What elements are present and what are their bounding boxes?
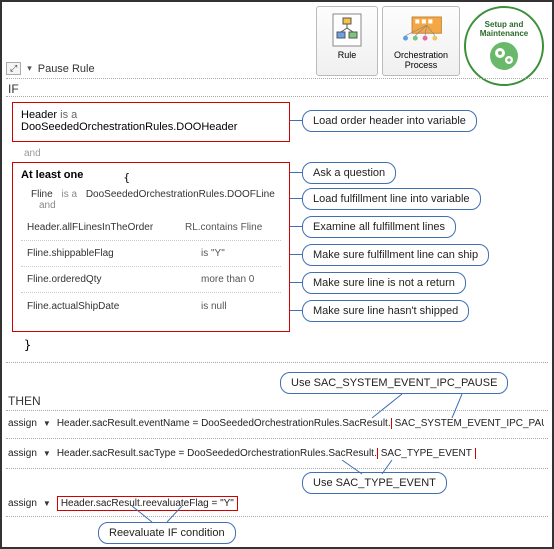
annot-ship: Make sure fulfillment line can ship — [302, 244, 489, 266]
then-label: THEN — [8, 394, 41, 408]
callout-line — [290, 172, 302, 173]
cond-row-1: Fline.shippableFlag is "Y" — [21, 241, 281, 267]
assign-row-3: assign ▼ Header.sacResult.reevaluateFlag… — [8, 496, 544, 511]
callout-line — [290, 120, 302, 121]
assign-label: assign — [8, 498, 37, 509]
triangle-icon[interactable]: ▼ — [43, 499, 51, 508]
callout-line — [290, 254, 302, 255]
separator — [6, 96, 548, 97]
at-least-one-row: At least one { — [21, 169, 281, 185]
annot-use-type: Use SAC_TYPE_EVENT — [302, 472, 447, 494]
separator — [6, 438, 548, 439]
annot-not-shipped: Make sure line hasn't shipped — [302, 300, 469, 322]
assign2-text: Header.sacResult.sacType = DooSeededOrch… — [57, 448, 476, 459]
cond-left: Fline.shippableFlag — [21, 248, 201, 259]
separator — [6, 78, 548, 79]
setup-maintenance-card[interactable]: Setup and Maintenance — [464, 6, 544, 86]
if-label: IF — [8, 82, 19, 96]
orchestration-icon — [399, 11, 443, 49]
cond-left: Fline.orderedQty — [21, 274, 201, 285]
callout-svg — [342, 394, 522, 484]
cond-right: is "Y" — [201, 248, 281, 259]
header-var: Header — [21, 109, 57, 121]
fline-and: and — [39, 200, 56, 211]
triangle-icon[interactable]: ▼ — [43, 449, 51, 458]
assign-row-1: assign ▼ Header.sacResult.eventName = Do… — [8, 418, 544, 429]
separator — [6, 362, 548, 363]
header-isa: is a — [60, 109, 77, 121]
fline-type: DooSeededOrchestrationRules.DOOFLine — [86, 189, 275, 200]
fline-isa: is a — [61, 189, 77, 200]
cond-row-2: Fline.orderedQty more than 0 — [21, 267, 281, 293]
annot-ask: Ask a question — [302, 162, 396, 184]
cond-row-3: Fline.actualShipDate is null — [21, 293, 281, 319]
separator — [6, 516, 548, 517]
cond-right: is null — [201, 301, 281, 312]
header-condition-box: Header is a DooSeededOrchestrationRules.… — [12, 102, 290, 142]
assign-label: assign — [8, 448, 37, 459]
annot-header: Load order header into variable — [302, 110, 477, 132]
assign1-text: Header.sacResult.eventName = DooSeededOr… — [57, 418, 544, 429]
cond-left: Fline.actualShipDate — [21, 301, 201, 312]
assign2-left: Header.sacResult.sacType = DooSeededOrch… — [57, 448, 377, 459]
triangle-icon[interactable]: ▼ — [43, 419, 51, 428]
callout-line — [290, 198, 302, 199]
annot-examine: Examine all fulfillment lines — [302, 216, 456, 238]
fline-prefix: Fline — [31, 189, 53, 200]
callout-line — [290, 226, 302, 227]
close-brace: } — [24, 338, 31, 352]
rule-title: Pause Rule — [38, 63, 95, 75]
rule-icon — [325, 11, 369, 49]
setup-label: Setup and Maintenance — [466, 21, 542, 39]
assign-row-2: assign ▼ Header.sacResult.sacType = DooS… — [8, 448, 544, 459]
annot-reeval: Reevaluate IF condition — [98, 522, 236, 544]
cond-left: Header.allFLinesInTheOrder — [21, 222, 185, 233]
top-icon-row: Rule Orchestration Process Setup and Mai… — [316, 6, 544, 86]
separator — [6, 410, 548, 411]
cond-right: more than 0 — [201, 274, 281, 285]
gear-icon — [486, 41, 522, 71]
assign-label: assign — [8, 418, 37, 429]
rule-label: Rule — [338, 49, 357, 61]
header-type: DooSeededOrchestrationRules.DOOHeader — [21, 121, 237, 133]
conditions-box: At least one { Fline is a DooSeededOrche… — [12, 162, 290, 332]
orchestration-label: Orchestration Process — [383, 49, 459, 71]
assign1-box: SAC_SYSTEM_EVENT_IPC_PAUSE — [391, 418, 544, 429]
annot-not-return: Make sure line is not a return — [302, 272, 466, 294]
expand-icon[interactable]: ⤢ — [6, 62, 21, 75]
open-brace: { — [123, 171, 130, 184]
orchestration-card[interactable]: Orchestration Process — [382, 6, 460, 76]
callout-line — [290, 310, 302, 311]
fline-declaration: Fline is a DooSeededOrchestrationRules.D… — [21, 189, 281, 211]
annot-load-fline: Load fulfillment line into variable — [302, 188, 481, 210]
assign2-box: SAC_TYPE_EVENT — [377, 448, 476, 459]
and-label: and — [24, 148, 41, 159]
cond-right: RL.contains Fline — [185, 222, 281, 233]
separator — [6, 468, 548, 469]
collapse-triangle-icon[interactable]: ▾ — [27, 63, 32, 74]
callout-line — [290, 282, 302, 283]
assign1-left: Header.sacResult.eventName = DooSeededOr… — [57, 418, 391, 429]
cond-row-0: Header.allFLinesInTheOrder RL.contains F… — [21, 215, 281, 241]
annot-use-pause: Use SAC_SYSTEM_EVENT_IPC_PAUSE — [280, 372, 508, 394]
assign3-box: Header.sacResult.reevaluateFlag = "Y" — [57, 496, 238, 511]
at-least-one-label: At least one — [21, 169, 83, 181]
rule-toolbar: ⤢ ▾ Pause Rule — [6, 62, 95, 75]
rule-card[interactable]: Rule — [316, 6, 378, 76]
